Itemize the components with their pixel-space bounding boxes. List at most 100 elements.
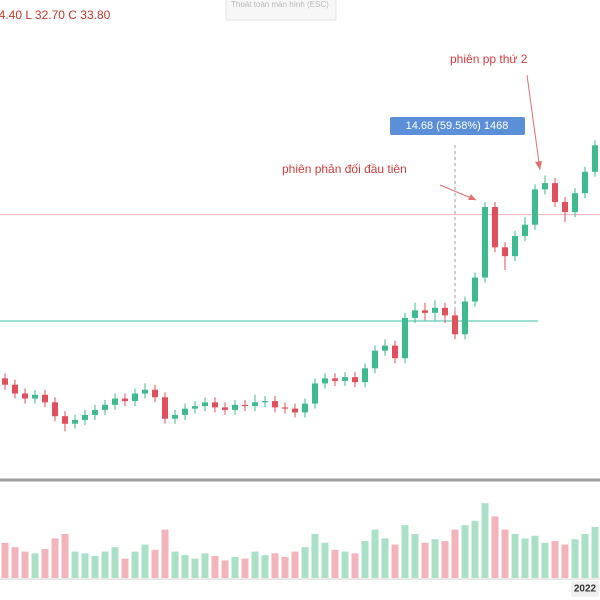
candle-body (242, 404, 248, 407)
candle-body (302, 403, 308, 413)
candle-body (122, 398, 128, 402)
volume-bar (61, 534, 69, 578)
candle-body (572, 193, 578, 213)
candle-body (592, 145, 598, 172)
candle-body (42, 394, 48, 403)
volume-bar (221, 560, 229, 578)
volume-bar (491, 516, 499, 578)
candle-body (512, 236, 518, 257)
volume-bar (471, 520, 479, 578)
volume-bar (1, 542, 9, 578)
time-label: 2022 (574, 584, 597, 595)
candle-body (582, 171, 588, 194)
volume-bar (481, 503, 489, 578)
volume-bar (381, 538, 389, 578)
candle-body (462, 301, 468, 335)
time-label-box (571, 581, 599, 597)
volume-bar (211, 556, 219, 578)
candle-body (2, 378, 8, 385)
volume-bar (301, 547, 309, 578)
volume-bar (251, 551, 259, 578)
volume-bar (411, 534, 419, 578)
candle-body (192, 406, 198, 409)
candle-body (172, 414, 178, 419)
volume-bar (551, 541, 559, 578)
volume-bar (401, 525, 409, 578)
volume-bar (351, 553, 359, 578)
candle-body (112, 398, 118, 405)
volume-bar (171, 551, 179, 578)
candle-body (362, 368, 368, 383)
candle-body (12, 384, 18, 394)
volume-bar (21, 551, 29, 578)
volume-bar (321, 542, 329, 578)
tooltip-text[interactable]: Thoát toàn màn hình (ESC) (231, 0, 329, 9)
annotation-arrow (526, 74, 541, 171)
arrow-head (468, 194, 476, 200)
candle-body (72, 419, 78, 424)
candle-body (292, 408, 298, 413)
tooltip-box (225, 0, 337, 21)
candle-body (402, 317, 408, 359)
candle-body (542, 183, 548, 190)
volume-bar (461, 525, 469, 578)
candle-body (222, 407, 228, 410)
volume-bar (191, 558, 199, 578)
volume-bar (201, 553, 209, 578)
candle-body (82, 414, 88, 420)
candle-body (482, 207, 488, 278)
arrow-head (535, 161, 542, 170)
volume-bar (581, 534, 589, 578)
candle-body (212, 402, 218, 408)
candle-body (202, 402, 208, 407)
candle-body (322, 378, 328, 384)
volume-bar (431, 539, 439, 578)
candle-body (342, 377, 348, 381)
candle-body (472, 277, 478, 302)
volume-bar (131, 551, 139, 578)
volume-bar (81, 553, 89, 578)
volume-bar (11, 547, 19, 578)
candle-body (352, 377, 358, 383)
candle-body (262, 401, 268, 403)
volume-bar (311, 534, 319, 578)
candle-body (332, 378, 338, 381)
candle-body (92, 409, 98, 415)
volume-bar (591, 526, 599, 578)
candle-body (272, 401, 278, 408)
volume-bar (101, 551, 109, 578)
candle-body (312, 383, 318, 404)
candle-body (282, 407, 288, 409)
volume-bar (451, 529, 459, 578)
volume-bar (141, 544, 149, 578)
candle-body (372, 350, 378, 369)
volume-bar (391, 544, 399, 578)
volume-bar (281, 556, 289, 578)
volume-bar (361, 541, 369, 578)
volume-bar (111, 547, 119, 578)
volume-bar (151, 549, 159, 578)
volume-bar (541, 542, 549, 578)
volume-bar (441, 541, 449, 578)
volume-bar (501, 529, 509, 578)
candle-body (562, 201, 568, 213)
candle-body (432, 307, 438, 313)
ohlc-header: 34.40 L 32.70 C 33.80 (0, 8, 111, 22)
candle-body (442, 307, 448, 316)
annotation: phiên pp thứ 2 (450, 52, 528, 66)
candle-body (522, 224, 528, 237)
volume-bar (291, 551, 299, 578)
volume-bar (31, 553, 39, 578)
volume-bar (571, 539, 579, 578)
measure-label: 14.68 (59.58%) 1468 (406, 120, 509, 132)
candle-body (152, 389, 158, 398)
candle-body (252, 402, 258, 407)
volume-bar (241, 558, 249, 578)
candle-body (532, 189, 538, 225)
candle-body (552, 183, 558, 202)
volume-bar (421, 542, 429, 578)
candle-body (502, 247, 508, 257)
volume-bar (531, 535, 539, 578)
